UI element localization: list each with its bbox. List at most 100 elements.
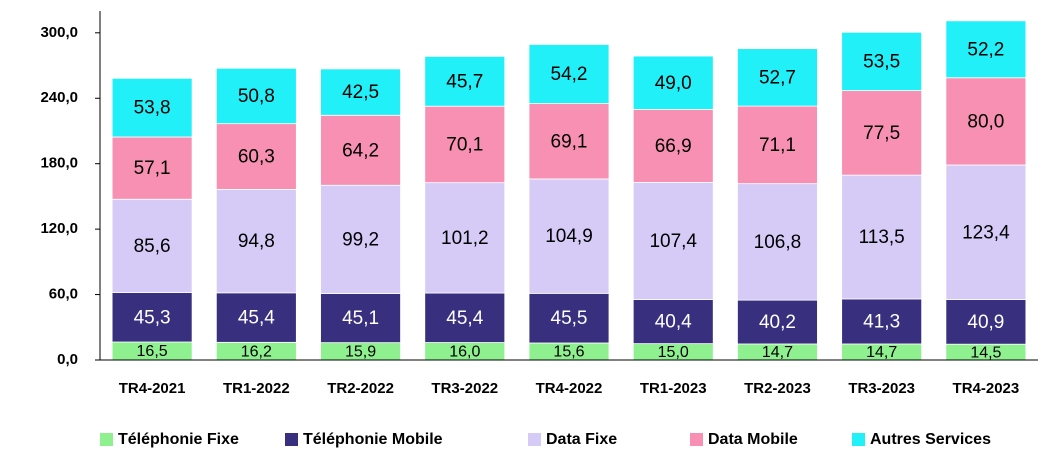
- bar-segment: [737, 183, 818, 301]
- value-label: 16,5: [137, 343, 168, 360]
- bar-segment: [424, 55, 506, 107]
- legend-label: Data Fixe: [546, 431, 617, 448]
- y-tick-label: 300,0: [40, 24, 78, 41]
- value-label: 50,8: [238, 86, 275, 107]
- x-tick-label: TR4-2021: [119, 380, 186, 397]
- bar-segment: [215, 189, 297, 294]
- value-label: 70,1: [446, 134, 483, 155]
- value-label: 54,2: [551, 64, 588, 85]
- bar-segment: [945, 164, 1027, 300]
- value-label: 85,6: [134, 236, 171, 257]
- bar-segment: [632, 299, 714, 345]
- value-label: 14,5: [970, 344, 1001, 361]
- value-label: 49,0: [655, 73, 692, 94]
- bar-segment: [111, 198, 193, 293]
- y-tick-label: 180,0: [40, 155, 78, 172]
- value-label: 99,2: [342, 229, 379, 250]
- bar-segment: [528, 44, 610, 104]
- value-label: 52,7: [759, 67, 796, 88]
- y-tick-label: 0,0: [57, 351, 78, 368]
- legend-swatch: [285, 433, 298, 446]
- bar-segment: [945, 77, 1027, 166]
- bar-segment: [320, 114, 401, 186]
- bar-segment: [737, 48, 818, 107]
- value-label: 101,2: [441, 228, 489, 249]
- bar-segment: [841, 90, 923, 176]
- x-tick-label: TR4-2023: [953, 380, 1020, 397]
- value-label: 45,3: [134, 307, 171, 328]
- bar-segment: [215, 67, 297, 125]
- value-label: 45,7: [446, 71, 483, 92]
- bar-segment: [320, 184, 401, 294]
- value-label: 15,9: [345, 344, 376, 361]
- value-label: 57,1: [134, 158, 171, 179]
- bar-segment: [111, 292, 193, 343]
- value-label: 64,2: [342, 140, 379, 161]
- value-label: 69,1: [551, 131, 588, 152]
- bar-segment: [424, 182, 506, 294]
- value-label: 45,5: [551, 308, 588, 329]
- value-label: 107,4: [649, 231, 697, 252]
- x-tick-label: TR2-2023: [744, 380, 811, 397]
- legend-label: Téléphonie Fixe: [118, 431, 239, 448]
- value-label: 106,8: [754, 232, 802, 253]
- value-label: 66,9: [655, 136, 692, 157]
- value-label: 14,7: [866, 344, 897, 361]
- value-label: 40,9: [967, 312, 1004, 333]
- value-label: 40,2: [759, 312, 796, 333]
- value-label: 71,1: [759, 135, 796, 156]
- bar-segment: [945, 20, 1027, 79]
- value-label: 45,4: [446, 308, 483, 329]
- value-label: 77,5: [863, 123, 900, 144]
- bar-segment: [841, 298, 923, 345]
- value-label: 45,4: [238, 308, 275, 329]
- value-label: 40,4: [655, 312, 692, 333]
- value-label: 15,6: [553, 344, 584, 361]
- value-label: 52,2: [967, 39, 1004, 60]
- x-tick-label: TR3-2023: [848, 380, 915, 397]
- y-tick-label: 60,0: [49, 286, 78, 303]
- x-tick-label: TR1-2023: [640, 380, 707, 397]
- legend-swatch: [100, 433, 113, 446]
- value-label: 113,5: [859, 227, 905, 248]
- x-tick-label: TR2-2022: [327, 380, 394, 397]
- bar-segment: [632, 55, 714, 110]
- legend-label: Autres Services: [870, 431, 991, 448]
- legend-swatch: [528, 433, 541, 446]
- value-label: 16,2: [241, 343, 272, 360]
- value-label: 123,4: [962, 222, 1010, 243]
- y-tick-label: 240,0: [40, 89, 78, 106]
- value-label: 14,7: [762, 344, 793, 361]
- bar-segment: [111, 136, 193, 200]
- bar-segment: [215, 123, 297, 190]
- bar-segment: [528, 292, 610, 344]
- value-label: 104,9: [545, 226, 593, 247]
- value-label: 80,0: [967, 111, 1004, 132]
- bar-segment: [424, 105, 506, 184]
- value-label: 41,3: [863, 311, 900, 332]
- value-label: 45,1: [342, 308, 379, 329]
- legend-swatch: [852, 433, 865, 446]
- x-tick-label: TR3-2022: [431, 380, 498, 397]
- bar-segment: [424, 292, 506, 343]
- value-label: 15,0: [658, 344, 689, 361]
- bar-segment: [320, 68, 401, 116]
- value-label: 60,3: [238, 147, 275, 168]
- legend-label: Téléphonie Mobile: [303, 431, 443, 448]
- y-tick-label: 120,0: [40, 220, 78, 237]
- x-tick-label: TR1-2022: [223, 380, 290, 397]
- bar-segment: [528, 103, 610, 180]
- legend-label: Data Mobile: [708, 431, 798, 448]
- bar-segment: [320, 293, 401, 344]
- value-label: 53,5: [863, 51, 900, 72]
- bar-segment: [841, 174, 923, 300]
- value-label: 94,8: [238, 231, 275, 252]
- bar-segment: [111, 77, 193, 138]
- value-label: 16,0: [449, 343, 480, 360]
- value-label: 53,8: [134, 98, 171, 119]
- value-label: 42,5: [342, 82, 379, 103]
- bar-segment: [215, 292, 297, 343]
- bar-segment: [528, 178, 610, 294]
- legend-swatch: [690, 433, 703, 446]
